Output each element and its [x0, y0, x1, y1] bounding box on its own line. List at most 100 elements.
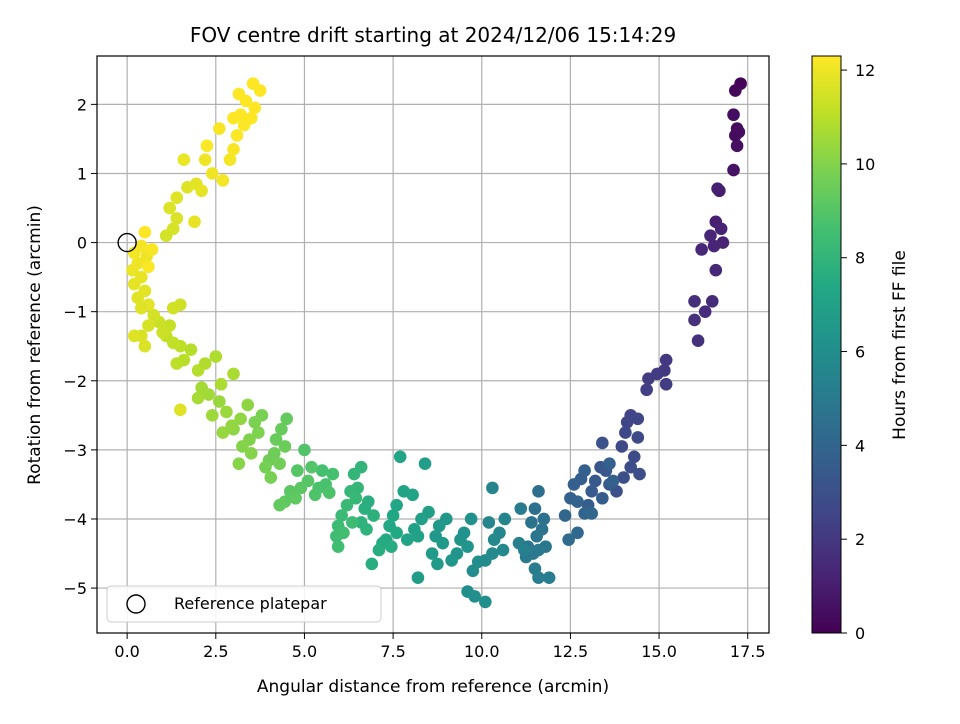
colorbar-tick-label: 0: [855, 624, 865, 643]
data-point: [537, 512, 551, 526]
data-point: [166, 301, 180, 315]
data-point: [273, 457, 286, 471]
data-point: [372, 543, 386, 557]
data-point: [528, 502, 542, 515]
data-point: [205, 409, 219, 422]
data-point: [617, 471, 630, 484]
data-point: [530, 529, 544, 543]
data-point: [400, 533, 414, 547]
chart-title: FOV centre drift starting at 2024/12/06 …: [190, 23, 676, 47]
data-point: [620, 415, 634, 429]
colorbar-tick-label: 8: [855, 249, 865, 268]
data-point: [730, 139, 744, 153]
data-point: [216, 174, 230, 187]
data-point: [131, 257, 145, 270]
data-point: [525, 516, 538, 529]
data-point: [170, 191, 184, 204]
data-point: [227, 367, 240, 381]
data-point: [606, 474, 620, 488]
data-point: [142, 319, 155, 332]
data-point: [346, 516, 359, 529]
data-point: [386, 509, 400, 522]
data-point: [147, 308, 161, 322]
data-point: [135, 239, 148, 253]
data-point: [360, 523, 373, 536]
x-axis-ticks: 0.0 2.5 5.0 7.5 10.0 12.5 15.0 17.5: [114, 633, 766, 661]
data-points: [126, 77, 747, 609]
data-point: [170, 357, 184, 370]
data-point: [704, 229, 717, 242]
data-point: [425, 547, 439, 560]
data-point: [633, 467, 646, 481]
data-point: [205, 167, 219, 180]
data-point: [291, 464, 304, 477]
reference-point: [117, 232, 137, 253]
data-point: [252, 426, 265, 439]
data-point: [195, 381, 208, 394]
data-point: [642, 372, 655, 386]
data-point: [631, 412, 645, 426]
data-point: [236, 440, 249, 453]
data-point: [596, 491, 609, 505]
data-point: [498, 512, 512, 526]
legend-entry-reference-platepar: Reference platepar: [174, 594, 327, 613]
data-point: [466, 564, 480, 578]
data-point: [264, 471, 278, 484]
data-point: [688, 295, 701, 308]
data-point: [174, 403, 187, 417]
x-tick-label: 17.5: [730, 642, 766, 661]
y-tick-label: 0: [77, 234, 87, 253]
data-point: [244, 111, 258, 125]
data-point: [436, 536, 450, 550]
colorbar-tick-label: 4: [855, 436, 865, 455]
data-point: [624, 460, 637, 474]
colorbar-gradient: [811, 55, 842, 634]
data-point: [326, 467, 340, 481]
y-tick-label: −3: [63, 441, 87, 460]
data-point: [468, 590, 481, 603]
data-point: [461, 540, 474, 553]
data-point: [365, 557, 379, 571]
data-point: [631, 431, 645, 444]
data-point: [640, 383, 653, 397]
data-point: [431, 557, 444, 571]
data-point: [578, 464, 591, 477]
data-point: [518, 543, 531, 557]
colorbar-tick-label: 2: [855, 530, 865, 549]
data-point: [232, 87, 246, 101]
data-point: [659, 353, 673, 367]
data-point: [223, 153, 237, 166]
y-tick-label: 2: [77, 95, 87, 114]
data-point: [711, 182, 724, 195]
data-point: [278, 440, 292, 453]
colorbar-tick-label: 6: [855, 343, 865, 362]
data-point: [596, 436, 609, 450]
data-point: [542, 571, 556, 585]
data-point: [464, 512, 478, 526]
data-point: [241, 398, 255, 412]
y-axis-label: Rotation from reference (arcmin): [25, 205, 45, 485]
y-axis-ticks: −5 −4 −3 −2 −1 0 1 2: [63, 95, 97, 598]
data-point: [514, 502, 528, 515]
data-point: [567, 478, 581, 491]
data-point: [200, 139, 214, 153]
data-point: [418, 457, 432, 471]
x-axis-label: Angular distance from reference (arcmin): [257, 677, 609, 697]
data-point: [198, 153, 212, 166]
data-point: [170, 212, 184, 225]
data-point: [305, 460, 318, 474]
legend: Reference platepar: [106, 585, 382, 623]
data-point: [487, 533, 501, 547]
data-point: [213, 122, 226, 135]
x-tick-label: 5.0: [292, 642, 317, 661]
data-point: [709, 263, 723, 277]
data-point: [227, 142, 240, 156]
data-point: [367, 509, 380, 522]
colorbar-tick-label: 12: [855, 61, 875, 80]
data-point: [135, 301, 148, 315]
data-point: [411, 571, 425, 585]
data-point: [191, 391, 205, 405]
data-point: [209, 350, 223, 363]
data-point: [246, 77, 260, 90]
